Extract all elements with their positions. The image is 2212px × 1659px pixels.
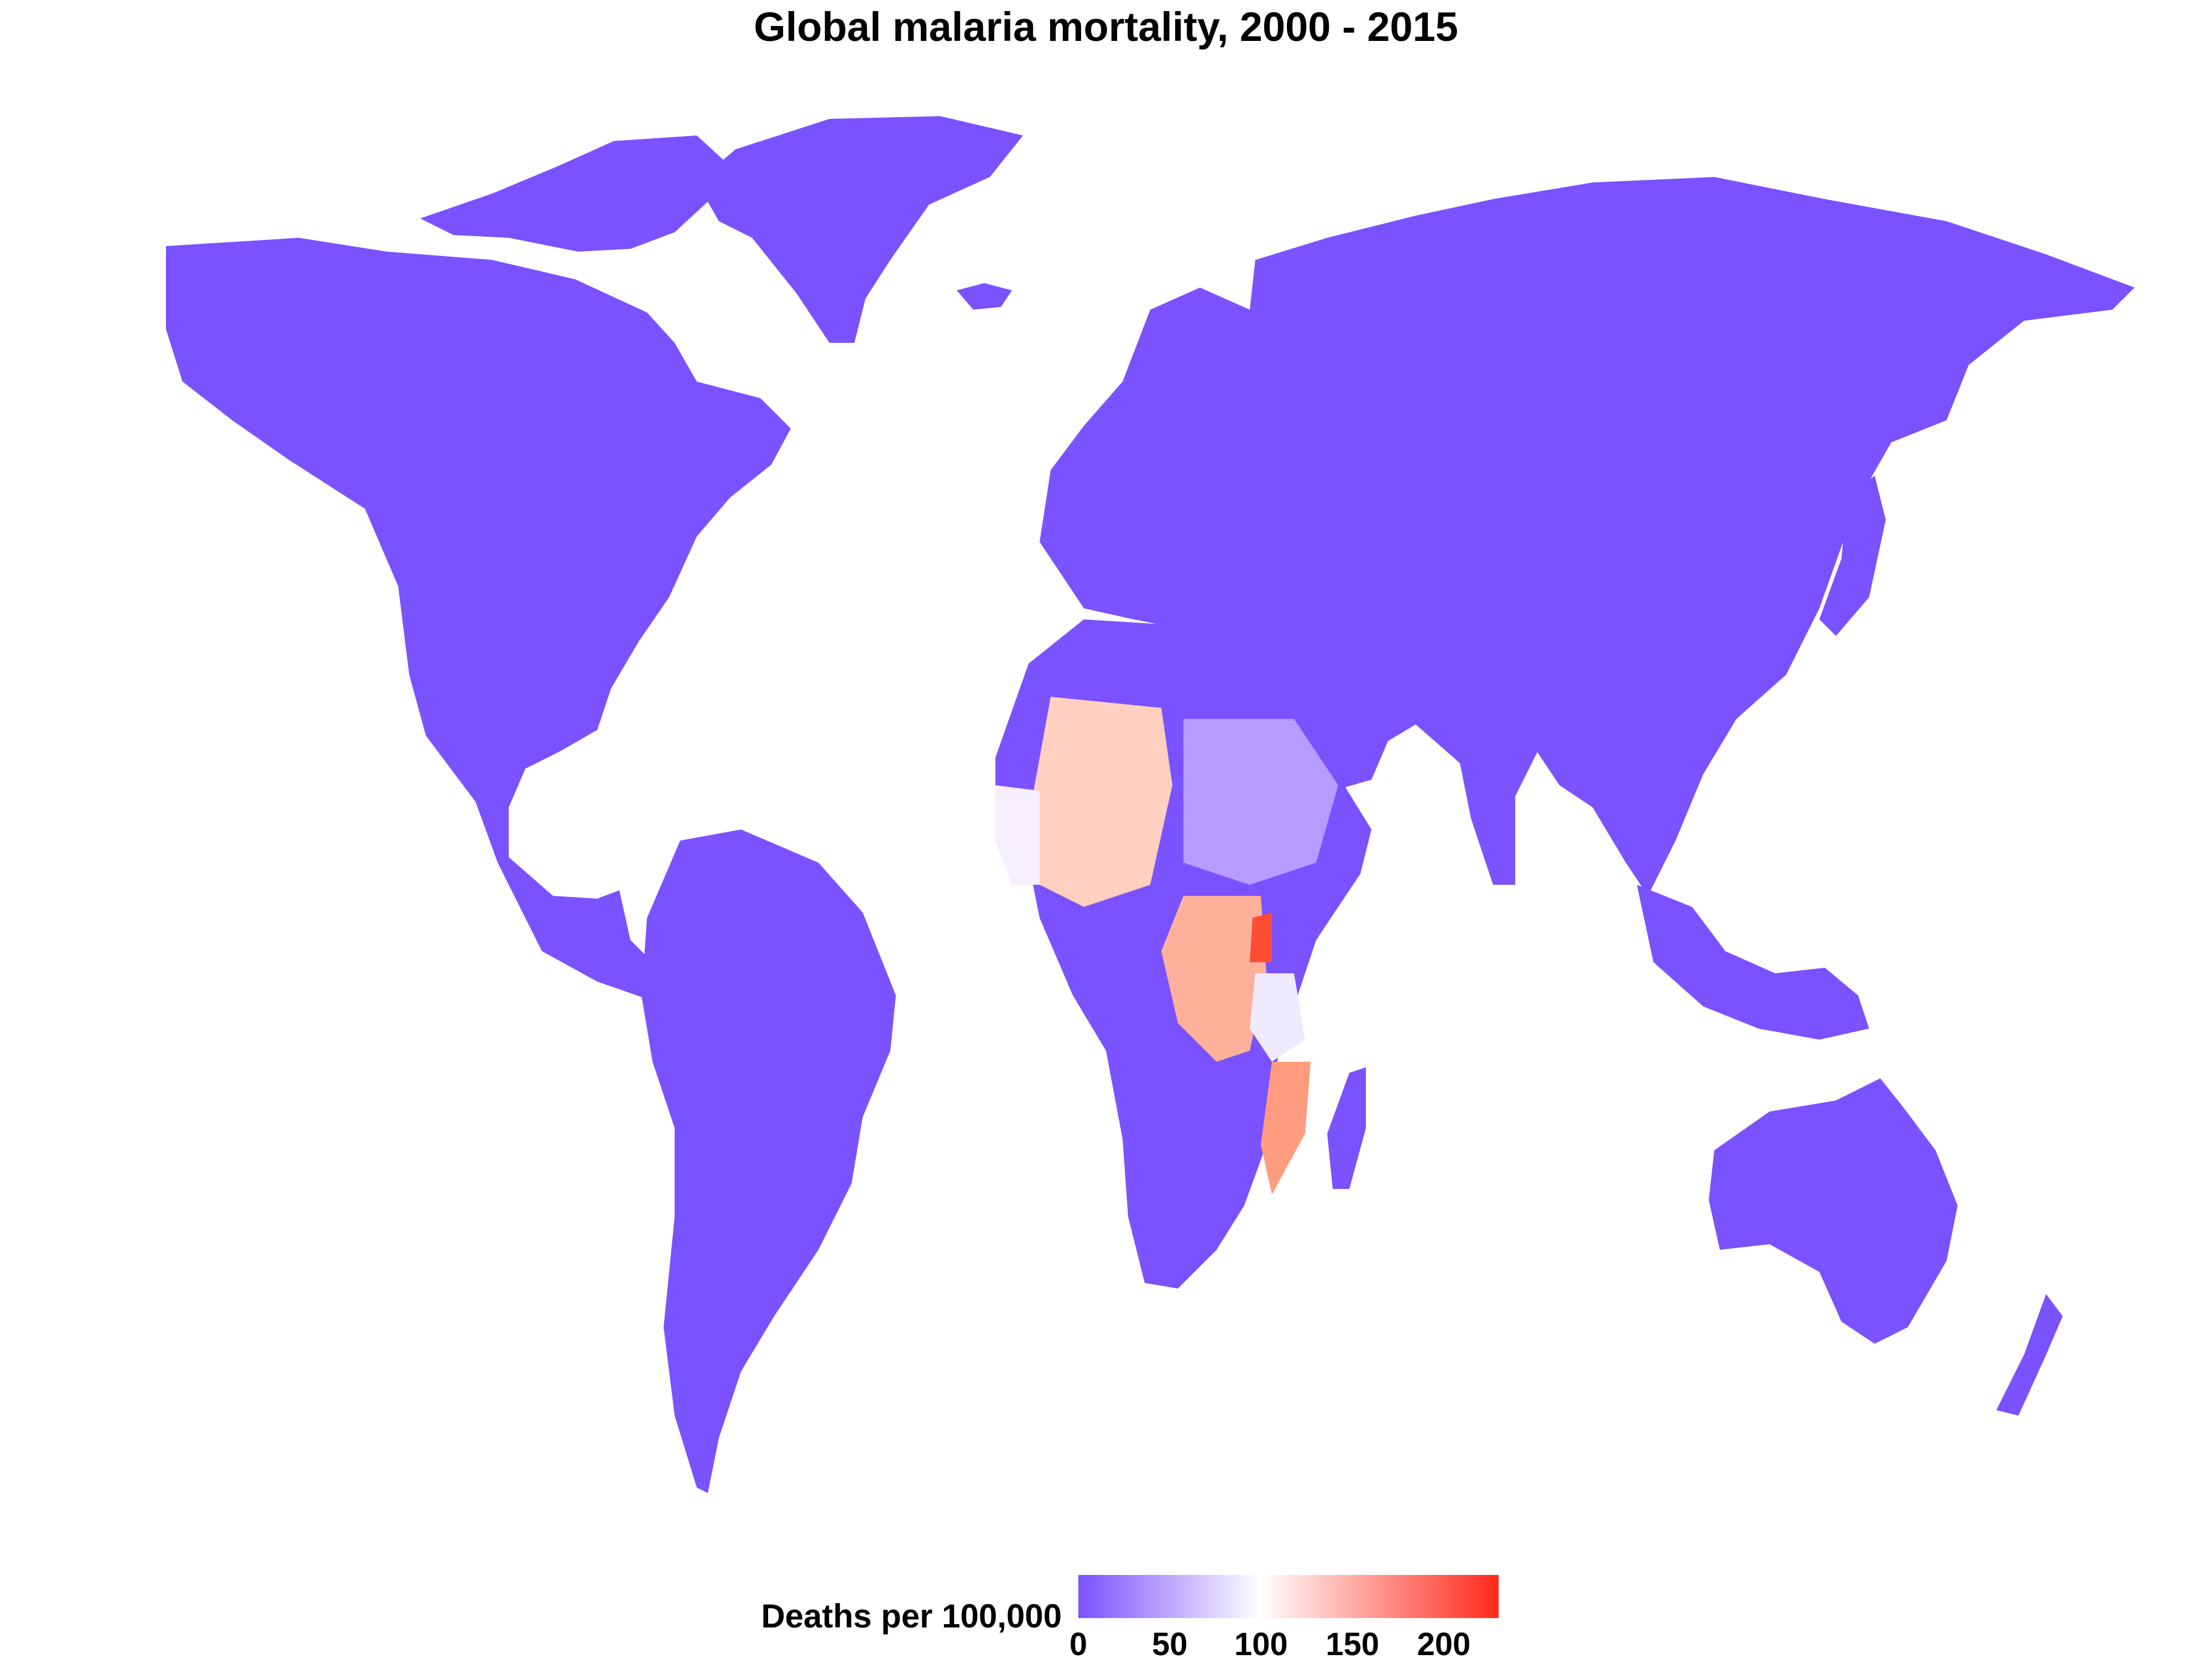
west-africa-coastal-region <box>995 785 1040 885</box>
iceland-region <box>957 283 1012 310</box>
maritime-southeast-asia-region <box>1637 885 1869 1040</box>
southeast-africa-light-region <box>1250 973 1305 1062</box>
central-africa-high-mortality <box>1161 896 1266 1062</box>
arctic-islands-region <box>420 135 730 252</box>
legend-tick-50: 50 <box>1151 1626 1188 1659</box>
madagascar-region <box>1327 1067 1366 1189</box>
japan-region <box>1819 476 1886 636</box>
north-america-region <box>166 238 791 1001</box>
mozambique-high-mortality <box>1261 1062 1311 1194</box>
south-america-region <box>641 830 896 1493</box>
east-africa-highest-mortality <box>1250 912 1272 962</box>
legend-tick-100: 100 <box>1234 1626 1288 1659</box>
legend-tick-200: 200 <box>1417 1626 1471 1659</box>
legend-tick-0: 0 <box>1069 1626 1088 1659</box>
east-africa-moderate-region <box>1183 719 1338 885</box>
australia-region <box>1709 1078 1958 1344</box>
west-africa-high-mortality <box>1029 697 1172 907</box>
eurasia-region <box>1040 177 2135 896</box>
legend-tick-150: 150 <box>1326 1626 1380 1659</box>
new-zealand-region <box>1996 1294 2063 1416</box>
legend-title: Deaths per 100,000 <box>761 1598 1062 1635</box>
greenland-region <box>697 116 1023 343</box>
legend-colorbar <box>1078 1575 1499 1618</box>
map-title: Global malaria mortality, 2000 - 2015 <box>754 4 1458 50</box>
